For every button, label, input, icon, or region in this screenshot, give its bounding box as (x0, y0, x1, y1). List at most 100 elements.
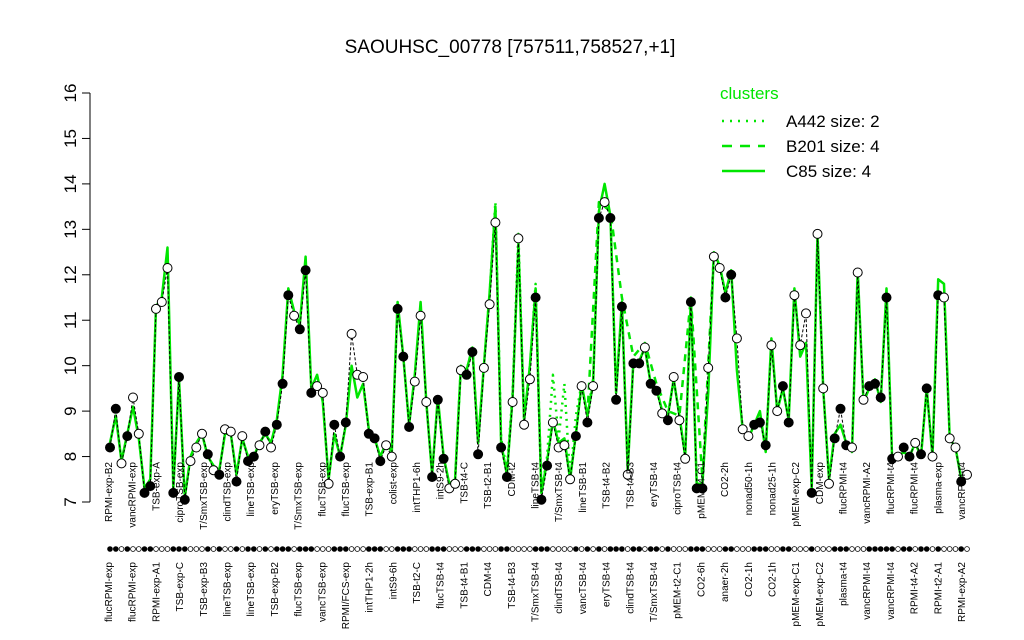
rug-mark (693, 546, 700, 552)
rug-mark (354, 546, 361, 552)
x-label-upper: flucRPMI-t4 (910, 462, 921, 515)
x-label-lower: flucRPMI-exp (128, 562, 139, 622)
rug-mark (699, 546, 706, 552)
data-point (801, 308, 811, 319)
rug-mark (291, 546, 297, 552)
y-tick-label: 11 (61, 311, 80, 329)
data-point (599, 197, 610, 208)
x-label-lower: clindTSB-t4 (554, 562, 565, 614)
rug-mark (935, 546, 941, 552)
rug-mark (837, 546, 844, 552)
x-label-upper: vancRPMI-A2 (862, 462, 873, 524)
x-label-lower: TSB-exp-B3 (199, 562, 210, 617)
data-point (145, 481, 156, 492)
data-point (156, 297, 167, 307)
data-point (473, 449, 484, 460)
data-point (898, 442, 909, 453)
data-point (300, 265, 311, 276)
x-label-lower: flucTSB-t4 (436, 562, 447, 609)
data-point (496, 442, 507, 453)
x-label-upper: colist-exp (388, 462, 399, 505)
rug-mark (918, 546, 924, 552)
y-tick-label: 15 (61, 129, 80, 148)
rug-mark (745, 546, 752, 552)
data-point (777, 381, 788, 392)
rug-mark (561, 546, 568, 552)
rug-mark (791, 546, 798, 552)
rug-mark (239, 546, 246, 552)
rug-mark (136, 546, 142, 552)
data-point (191, 442, 202, 453)
rug-mark (711, 546, 717, 552)
y-tick-label: 14 (61, 174, 80, 193)
data-point (950, 442, 961, 453)
data-point (737, 424, 748, 435)
rug-mark (619, 546, 625, 552)
rug-mark (642, 546, 648, 552)
x-label-lower: RPMI/FCS-exp (341, 562, 352, 630)
x-label-upper: pMEM-t4-C1 (696, 462, 707, 519)
rug-mark (210, 546, 217, 552)
rug-mark (780, 546, 786, 552)
data-point (944, 433, 955, 444)
data-point (881, 292, 892, 303)
data-point (743, 431, 754, 442)
data-point (392, 303, 403, 314)
x-label-lower: TSB-t4-B1 (459, 562, 470, 609)
data-point (720, 292, 731, 303)
rug-mark (728, 546, 734, 552)
rug-mark (860, 546, 867, 552)
rug-mark (308, 546, 315, 552)
rug-mark (923, 546, 930, 552)
data-point (622, 469, 633, 480)
rug-marks (107, 546, 970, 552)
rug-mark (567, 546, 573, 552)
rug-mark (900, 546, 907, 552)
rug-mark (670, 546, 677, 552)
x-label-upper: TSB-exp-A (151, 462, 162, 511)
data-point (484, 299, 495, 310)
rug-mark (532, 546, 539, 552)
rug-mark (411, 546, 418, 552)
rug-mark (676, 546, 683, 552)
data-point (409, 376, 420, 387)
x-label-upper: flucTSB-exp (341, 462, 352, 517)
data-point (806, 487, 817, 498)
rug-mark (325, 546, 332, 552)
rug-mark (423, 546, 430, 552)
rug-mark (774, 546, 780, 552)
rug-mark (498, 546, 504, 552)
data-point (789, 290, 800, 301)
data-point (812, 228, 823, 239)
data-point (703, 362, 714, 373)
data-point (766, 340, 777, 351)
rug-mark (895, 546, 901, 552)
data-point (478, 362, 489, 373)
rug-mark (302, 546, 309, 552)
x-label-lower: CDM-t4 (483, 562, 494, 597)
x-label-lower: pMEM-t2-C1 (673, 562, 684, 619)
rug-mark (406, 546, 412, 552)
rug-mark (481, 546, 487, 552)
rug-mark (296, 546, 303, 552)
x-label-upper: nonad50-1h (744, 462, 755, 515)
rug-mark (417, 546, 424, 552)
rug-mark (952, 546, 959, 552)
data-point (375, 456, 386, 467)
data-point (415, 310, 426, 321)
data-point (386, 451, 397, 462)
data-point (179, 494, 190, 505)
rug-mark (446, 546, 453, 552)
rug-mark (682, 546, 688, 552)
data-point (824, 478, 834, 489)
data-point (760, 440, 771, 451)
data-point (657, 408, 668, 419)
data-point (697, 483, 708, 494)
x-label-upper: flucRPMI-t4 (839, 462, 850, 515)
rug-mark (394, 546, 401, 552)
data-point (921, 383, 932, 394)
x-label-lower: RPMI-t2-A1 (933, 562, 944, 615)
rug-mark (521, 546, 527, 552)
rug-mark (285, 546, 292, 552)
data-point (668, 372, 679, 382)
